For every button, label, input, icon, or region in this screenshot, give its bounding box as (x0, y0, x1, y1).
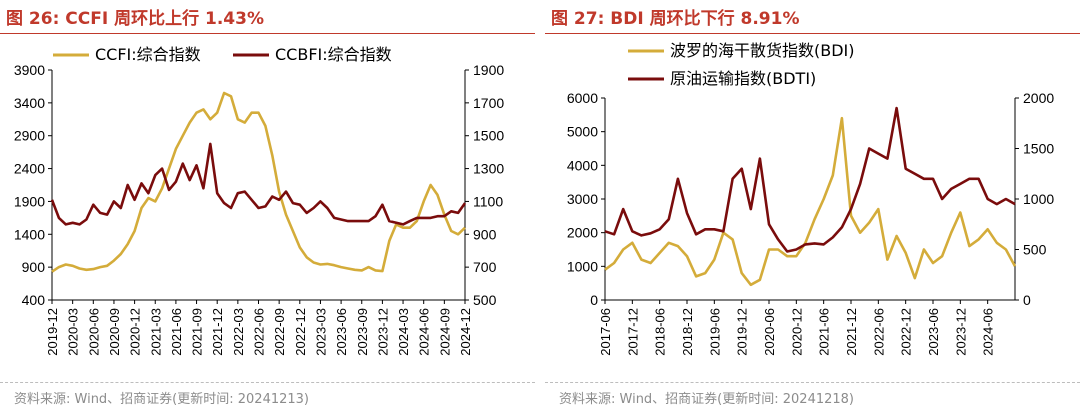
figure-title: 图 27: BDI 周环比下行 8.91% (551, 9, 800, 29)
legend-label: CCBFI:综合指数 (275, 45, 392, 64)
title-divider (545, 33, 1080, 34)
y-right-tick-label: 1500 (473, 128, 504, 144)
source-note: 资料来源: Wind、招商证券(更新时间: 20241213) (14, 392, 310, 407)
x-tick-label: 2020-06 (762, 308, 777, 356)
y-left-tick-label: 2400 (14, 161, 45, 177)
y-right-tick-label: 700 (473, 259, 497, 275)
y-right-tick-label: 1900 (473, 62, 504, 78)
x-tick-label: 2021-12 (210, 308, 225, 356)
y-left-tick-label: 4000 (567, 157, 598, 173)
x-tick-label: 2022-09 (272, 308, 287, 356)
y-left-tick-label: 900 (22, 259, 46, 275)
figure-title: 图 26: CCFI 周环比上行 1.43% (6, 9, 264, 29)
series-line-a (604, 116, 1017, 287)
y-right-tick-label: 500 (473, 292, 497, 308)
y-left-tick-label: 3000 (567, 191, 598, 207)
x-tick-label: 2023-03 (313, 308, 328, 356)
y-right-tick-label: 1700 (473, 95, 504, 111)
legend-label: 波罗的海干散货指数(BDI) (670, 41, 855, 60)
x-tick-label: 2018-12 (680, 308, 695, 356)
y-left-tick-label: 2900 (14, 128, 45, 144)
x-tick-label: 2021-06 (169, 308, 184, 356)
x-tick-label: 2020-03 (66, 308, 81, 356)
y-left-tick-label: 1900 (14, 193, 45, 209)
x-tick-label: 2023-09 (355, 308, 370, 356)
x-tick-label: 2024-06 (417, 308, 432, 356)
title-divider (0, 33, 535, 34)
x-tick-label: 2019-12 (735, 308, 750, 356)
y-right-tick-label: 900 (473, 226, 497, 242)
series-line-a (51, 91, 466, 273)
figure-bdi-panel: 图 27: BDI 周环比下行 8.91% 0 1000 2000 3000 4000 5… (545, 0, 1080, 414)
y-right-tick-label: 500 (1023, 242, 1047, 258)
ccfi-chart: 400 900 1400 1900 2400 2900 3400 3900 500 700 900 1… (14, 45, 505, 356)
x-tick-label: 2020-12 (128, 308, 143, 356)
y-left-tick-label: 1400 (14, 226, 45, 242)
x-tick-label: 2020-09 (107, 308, 122, 356)
y-right-tick-label: 2000 (1023, 90, 1054, 106)
x-tick-label: 2024-09 (437, 308, 452, 356)
y-left-tick-label: 3400 (14, 95, 45, 111)
x-tick-label: 2017-06 (598, 308, 613, 356)
x-tick-label: 2022-12 (293, 308, 308, 356)
y-left-tick-label: 400 (22, 292, 46, 308)
source-divider (0, 382, 535, 383)
x-tick-label: 2023-06 (926, 308, 941, 356)
legend-label: CCFI:综合指数 (95, 45, 201, 64)
bdi-chart: 0 1000 2000 3000 4000 5000 6000 0 500 1000 1500 200… (567, 41, 1055, 356)
x-tick-label: 2018-06 (653, 308, 668, 356)
source-divider (545, 382, 1080, 383)
y-right-tick-label: 1000 (1023, 191, 1054, 207)
x-tick-label: 2023-12 (375, 308, 390, 356)
y-left-tick-label: 1000 (567, 258, 598, 274)
x-tick-label: 2023-12 (953, 308, 968, 356)
x-tick-label: 2021-12 (844, 308, 859, 356)
x-tick-label: 2021-09 (190, 308, 205, 356)
legend-label: 原油运输指数(BDTI) (670, 69, 816, 88)
x-tick-label: 2021-06 (817, 308, 832, 356)
x-tick-label: 2024-06 (981, 308, 996, 356)
y-left-tick-label: 5000 (567, 124, 598, 140)
x-tick-label: 2020-06 (86, 308, 101, 356)
y-left-tick-label: 2000 (567, 225, 598, 241)
series-line-b (604, 106, 1016, 253)
x-tick-label: 2024-12 (458, 308, 473, 356)
x-tick-label: 2023-06 (334, 308, 349, 356)
x-tick-label: 2019-06 (707, 308, 722, 356)
series-line-b (50, 142, 467, 226)
y-left-tick-label: 6000 (567, 90, 598, 106)
x-tick-label: 2017-12 (625, 308, 640, 356)
x-tick-label: 2021-03 (148, 308, 163, 356)
x-tick-label: 2024-03 (396, 308, 411, 356)
y-right-tick-label: 1100 (473, 193, 503, 209)
x-tick-label: 2022-12 (899, 308, 914, 356)
y-left-tick-label: 3900 (14, 62, 45, 78)
y-right-tick-label: 0 (1023, 292, 1031, 308)
x-tick-label: 2022-06 (252, 308, 267, 356)
figure-ccfi-panel: 图 26: CCFI 周环比上行 1.43% 400 900 1400 1900 240… (0, 0, 535, 414)
source-note: 资料来源: Wind、招商证券(更新时间: 20241218) (559, 392, 855, 407)
x-tick-label: 2022-03 (231, 308, 246, 356)
y-right-tick-label: 1300 (473, 161, 504, 177)
x-tick-label: 2020-12 (789, 308, 804, 356)
x-tick-label: 2019-12 (45, 308, 60, 356)
x-tick-label: 2022-06 (871, 308, 886, 356)
y-right-tick-label: 1500 (1023, 141, 1054, 157)
y-left-tick-label: 0 (590, 292, 598, 308)
